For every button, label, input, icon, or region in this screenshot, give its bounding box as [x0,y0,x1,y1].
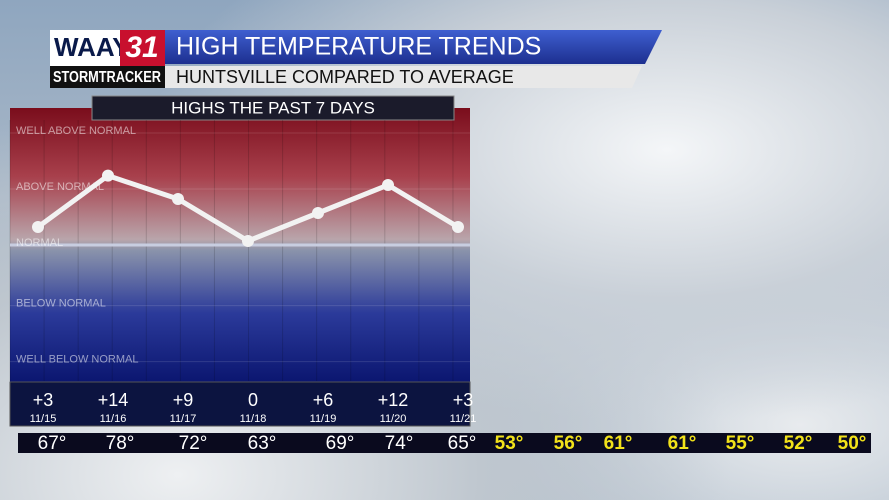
data-point [242,235,254,247]
y-tick-label: WELL BELOW NORMAL [16,354,138,366]
ticker-past-temp: 74° [385,433,414,454]
ticker-forecast-temp: 53° [495,433,524,454]
header-title: HIGH TEMPERATURE TRENDS [176,33,541,61]
y-tick-label: ABOVE NORMAL [16,181,104,193]
value-label: +14 [98,390,129,410]
data-point [452,221,464,233]
data-point [172,193,184,205]
ticker-forecast-temp: 61° [604,433,633,454]
title-bar [165,30,662,64]
data-point [312,207,324,219]
ticker-past-temp: 72° [179,433,208,454]
chart-title-box [91,95,455,121]
data-point [102,169,114,182]
ticker-past-temp: 65° [448,433,477,454]
logo-bottom: STORMTRACKER [53,69,161,86]
logo-top: WAAY [54,32,130,62]
value-strip [9,381,471,427]
x-tick-label: 11/17 [170,413,197,425]
ticker-forecast-temp: 50° [838,433,867,454]
x-tick-label: 11/19 [310,413,337,425]
value-label: +6 [313,390,334,410]
value-label: +3 [33,390,54,410]
header-subtitle: HUNTSVILLE COMPARED TO AVERAGE [176,67,514,87]
data-point [382,179,394,191]
ticker-past-temp: 69° [326,433,355,454]
x-tick-label: 11/16 [100,413,127,425]
y-tick-label: NORMAL [16,237,63,249]
x-tick-label: 11/15 [30,413,57,425]
value-label: +9 [173,390,194,410]
chart-title: HIGHS THE PAST 7 DAYS [171,98,375,117]
x-tick-label: 11/21 [450,413,477,425]
data-point [32,221,44,233]
ticker-past-temp: 67° [38,433,67,454]
y-tick-label: BELOW NORMAL [16,298,106,310]
ticker-forecast-temp: 61° [668,433,697,454]
ticker-bar [18,433,871,453]
ticker-past-temp: 78° [106,433,135,454]
x-tick-label: 11/18 [240,413,267,425]
ticker-forecast-temp: 55° [726,433,755,454]
logo-num-box [120,30,165,66]
subtitle-bar [165,66,642,88]
logo-bottom-box [50,66,165,88]
value-label: +3 [453,390,474,410]
y-tick-label: WELL ABOVE NORMAL [16,125,136,137]
ticker-past-temp: 63° [248,433,277,454]
ticker-forecast-temp: 56° [554,433,583,454]
value-label: +12 [378,390,409,410]
ticker-forecast-temp: 52° [784,433,813,454]
value-label: 0 [248,390,258,410]
logo-num: 31 [125,31,158,64]
x-tick-label: 11/20 [380,413,407,425]
